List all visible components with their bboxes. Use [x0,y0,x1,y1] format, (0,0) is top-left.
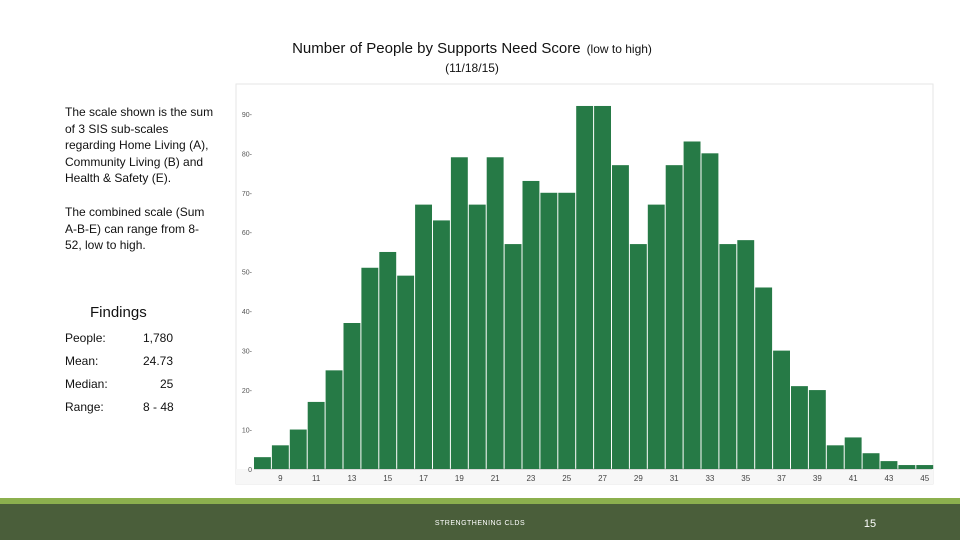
bar-score-43 [880,461,898,469]
bar-score-16 [397,275,415,469]
bar-score-13 [343,323,361,469]
bar-score-15 [379,251,397,469]
y-tick-label: 10- [242,428,253,435]
chart-title: Number of People by Supports Need Score (… [0,40,944,57]
x-tick-label: 29 [634,474,643,483]
accent-stripe [0,498,960,504]
bar-score-39 [808,390,826,469]
footer-text: STRENGTHENING CLDS [434,520,526,527]
bar-score-23 [522,180,540,469]
stat-range-label: Range: [65,400,104,414]
histogram-chart: 0 10- 20- 30- 40- 50- 60- 70- 80- 90- 9 11 13 15 17 19… [235,83,934,485]
bar-score-22 [504,244,522,469]
stat-mean-value: 24.73 [143,354,174,368]
stat-people-label: People: [65,331,106,345]
bar-score-28 [612,165,629,469]
bar-score-8 [254,457,271,469]
footer-bar: STRENGTHENING CLDS 15 [0,504,960,540]
x-tick-label: 35 [741,474,750,483]
y-tick-label: 80- [242,151,253,158]
x-tick-label: 21 [491,474,500,483]
bar-score-44 [898,465,916,469]
y-tick-label: 0 [248,467,252,474]
x-tick-label: 13 [347,474,356,483]
bar-score-42 [862,453,880,469]
y-tick-label: 30- [242,349,253,356]
bar-score-29 [629,244,647,469]
y-axis: 0 10- 20- 30- 40- 50- 60- 70- 80- 90- [242,112,253,474]
bars-group [254,105,934,470]
x-tick-label: 33 [705,474,714,483]
bar-score-19 [450,157,468,469]
stat-mean-label: Mean: [65,354,99,368]
x-tick-label: 11 [312,474,321,483]
x-axis-band [236,469,933,484]
scale-description: The scale shown is the sum of 3 SIS sub-… [65,105,214,186]
bar-score-45 [916,465,934,469]
y-tick-label: 60- [242,230,253,237]
x-axis: 9 11 13 15 17 19 21 23 25 27 29 31 33 35 37 39 41 43 45 [278,474,930,483]
x-tick-label: 25 [562,474,571,483]
x-tick-label: 31 [670,474,679,483]
bar-score-26 [576,105,594,469]
stat-median-value: 25 [160,377,174,391]
bar-score-34 [719,244,737,469]
range-description: The combined scale (Sum A-B-E) can range… [65,205,205,253]
x-tick-label: 9 [278,474,283,483]
chart-subtitle: (11/18/15) [445,61,499,75]
bar-score-17 [415,204,432,469]
page-number: 15 [863,518,877,530]
bar-score-24 [540,192,558,469]
chart-title-suffix: (low to high) [586,42,652,56]
bar-score-36 [755,287,773,469]
bar-score-38 [791,386,808,469]
y-tick-label: 40- [242,309,253,316]
bar-score-20 [468,204,486,469]
bar-score-25 [558,192,576,469]
bar-score-32 [683,141,701,470]
bar-score-33 [701,153,719,469]
chart-title-text: Number of People by Supports Need Score [292,40,581,57]
bar-score-37 [773,350,790,469]
x-tick-label: 39 [813,474,822,483]
bar-score-41 [844,437,862,469]
y-tick-label: 90- [242,112,253,119]
x-tick-label: 37 [777,474,786,483]
bar-score-14 [361,267,379,469]
bar-score-11 [307,401,325,469]
bar-score-35 [737,240,755,469]
bar-score-27 [594,105,611,469]
bar-score-10 [289,429,307,469]
bar-score-12 [325,370,343,469]
findings-heading: Findings [90,304,147,321]
x-tick-label: 45 [920,474,929,483]
y-tick-label: 70- [242,191,253,198]
bar-score-30 [647,204,665,469]
bar-score-9 [271,445,289,469]
stat-median-label: Median: [65,377,108,391]
x-tick-label: 23 [526,474,535,483]
x-tick-label: 27 [598,474,607,483]
x-tick-label: 19 [455,474,464,483]
x-tick-label: 41 [849,474,858,483]
bar-score-18 [433,220,450,469]
stat-range-value: 8 - 48 [143,400,174,414]
x-tick-label: 17 [419,474,428,483]
y-tick-label: 50- [242,270,253,277]
bar-score-31 [665,165,683,469]
y-tick-label: 20- [242,388,253,395]
bar-score-21 [486,157,504,469]
x-tick-label: 15 [383,474,392,483]
bar-score-40 [826,445,844,469]
x-tick-label: 43 [884,474,893,483]
stat-people-value: 1,780 [143,331,174,345]
